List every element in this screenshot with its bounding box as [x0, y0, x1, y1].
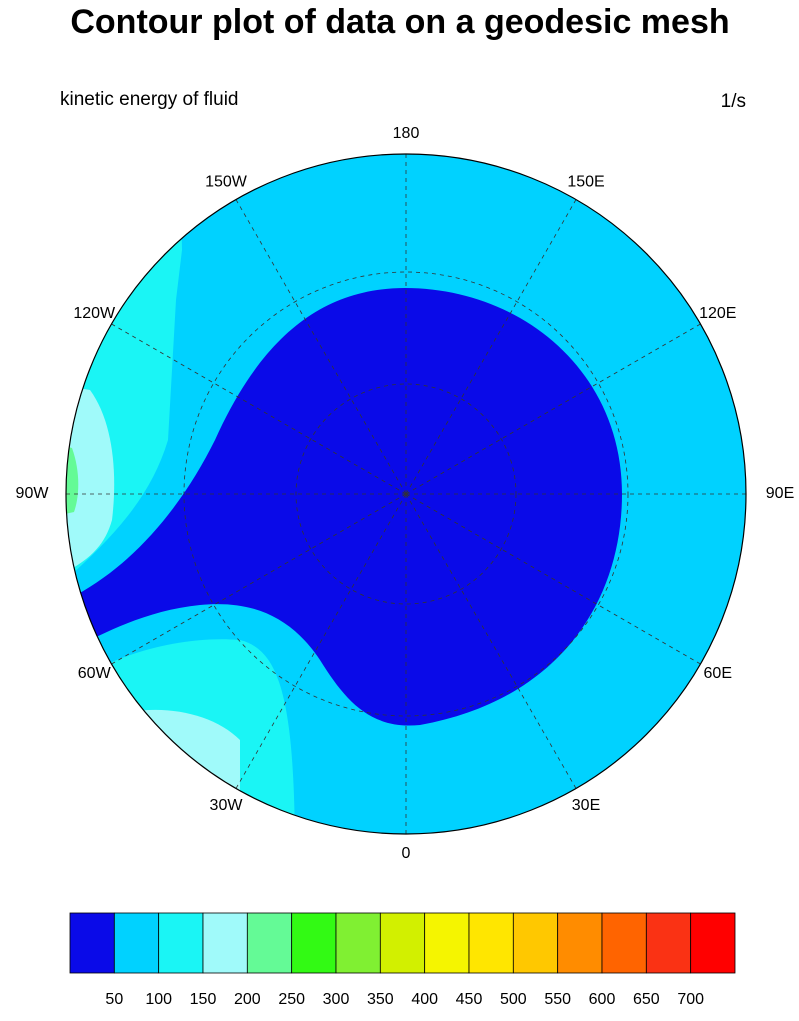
- colorbar-label: 50: [105, 991, 123, 1008]
- right-string: 1/s: [721, 91, 746, 112]
- latitude-line: [183, 271, 629, 717]
- title: Contour plot of data on a geodesic mesh: [70, 3, 729, 41]
- colorbar-label: 250: [278, 991, 305, 1008]
- field-fill: [76, 288, 622, 726]
- colorbar-box: [246, 912, 293, 974]
- longitude-line: [235, 199, 407, 495]
- field-fill: [66, 385, 115, 575]
- longitude-label: 150E: [567, 173, 604, 190]
- longitude-label: 150W: [205, 173, 248, 190]
- colorbar-label: 650: [633, 991, 660, 1008]
- longitude-label: 30W: [210, 797, 244, 814]
- longitude-label: 60E: [704, 665, 732, 682]
- colorbar-box: [202, 912, 248, 974]
- longitude-label: 60W: [78, 665, 112, 682]
- field-fill: [66, 445, 79, 515]
- colorbar-box: [690, 912, 736, 974]
- colorbar-box: [512, 912, 559, 974]
- colorbar-box: [601, 912, 647, 974]
- colorbar-box: [335, 912, 381, 974]
- longitude-label: 30E: [572, 797, 600, 814]
- map-border: [65, 153, 747, 835]
- longitude-line: [405, 493, 577, 789]
- latitude-line: [295, 383, 517, 605]
- colorbar-box: [645, 912, 692, 974]
- longitude-line: [405, 323, 701, 495]
- colorbar-label: 500: [500, 991, 527, 1008]
- longitude-label: 90E: [766, 485, 794, 502]
- longitude-labels: 0 30E 60E 90E 120E 150E 180 150W 120W 90W 60W 30W: [16, 125, 795, 862]
- longitude-line: [405, 199, 577, 495]
- longitude-label: 120W: [73, 305, 116, 322]
- colorbar-label: 350: [367, 991, 394, 1008]
- colorbar-label: 100: [145, 991, 172, 1008]
- colorbar-label: 150: [190, 991, 217, 1008]
- colorbar-box: [69, 912, 115, 974]
- longitude-label: 120E: [699, 305, 736, 322]
- longitude-label: 0: [402, 845, 411, 862]
- colorbar-label: 550: [544, 991, 571, 1008]
- longitude-label: 180: [393, 125, 420, 142]
- colorbar-box: [291, 912, 337, 974]
- colorbar: 50 100 150 200 250 300 350 400 450 500 550 600 650 70…: [69, 912, 736, 1008]
- colorbar-label: 400: [411, 991, 438, 1008]
- colorbar-box: [113, 912, 160, 974]
- colorbar-box: [379, 912, 426, 974]
- contour-field: [66, 154, 746, 834]
- colorbar-box: [468, 912, 514, 974]
- longitude-line: [111, 323, 407, 495]
- longitude-line: [111, 493, 407, 665]
- colorbar-label: 200: [234, 991, 261, 1008]
- colorbar-label: 600: [589, 991, 616, 1008]
- colorbar-label: 300: [323, 991, 350, 1008]
- graticule: [66, 154, 746, 834]
- colorbar-box: [557, 912, 603, 974]
- colorbar-label: 450: [456, 991, 483, 1008]
- colorbar-label: 700: [677, 991, 704, 1008]
- longitude-label: 90W: [16, 485, 50, 502]
- colorbar-box: [158, 912, 204, 974]
- longitude-line: [235, 493, 407, 789]
- left-string: kinetic energy of fluid: [60, 89, 239, 110]
- longitude-line: [405, 493, 701, 665]
- colorbar-box: [424, 912, 470, 974]
